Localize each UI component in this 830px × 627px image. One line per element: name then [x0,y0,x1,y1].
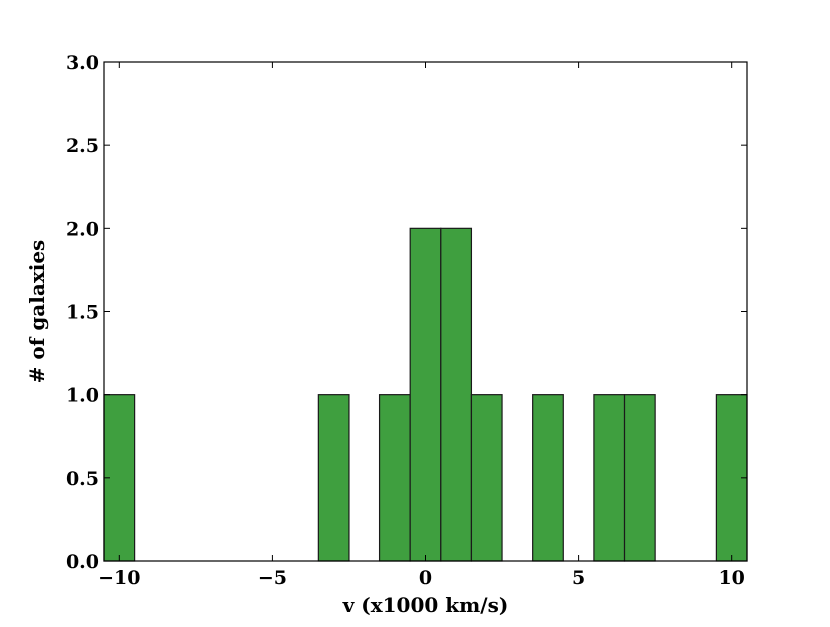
plot-frame [103,61,748,562]
y-tick-label: 0.5 [66,468,99,490]
x-tick-label: 10 [718,567,744,589]
y-tick-label: 1.5 [66,302,99,324]
bars-layer [103,227,748,562]
histogram-bar-7 [532,394,564,562]
histogram-bar-4 [409,227,442,562]
y-tick-label: 2.5 [66,135,99,157]
x-tick-label: 5 [572,567,585,589]
y-tick-label: 2.0 [66,218,99,240]
x-tick-label: 0 [419,567,432,589]
y-tick-label: 3.0 [66,52,99,74]
y-tick-label: 0.0 [66,551,99,573]
histogram-bar-9 [623,394,656,562]
x-axis-label: v (x1000 km/s) [342,593,509,617]
y-tick-label: 1.0 [66,385,99,407]
x-tick-label: −5 [258,567,287,589]
y-axis-label: # of galaxies [25,240,49,384]
histogram-bar-3 [378,394,411,562]
histogram-bar-2 [317,394,350,562]
histogram-bar-6 [470,394,503,562]
histogram-bar-8 [593,394,626,562]
ticks-layer: −10 −5 0 5 10 0.0 0.5 1.0 1.5 2.0 2.5 3.0 [66,52,747,589]
histogram-bar-5 [440,227,473,562]
x-tick-label: −10 [98,567,140,589]
